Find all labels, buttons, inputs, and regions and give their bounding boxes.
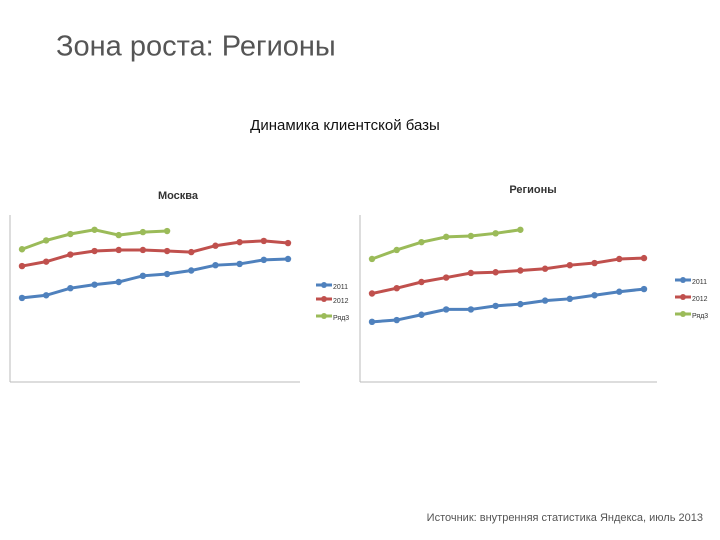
data-point <box>591 259 598 267</box>
data-point <box>67 230 74 238</box>
slide-title: Зона роста: Регионы <box>56 31 336 63</box>
legend-marker <box>680 294 686 300</box>
legend-marker <box>680 277 686 283</box>
data-point <box>236 238 243 246</box>
chart-title: Регионы <box>509 184 556 196</box>
data-point <box>393 284 400 292</box>
data-point <box>115 231 122 239</box>
legend-label: 2012 <box>333 298 349 305</box>
chart-title: Москва <box>158 190 199 202</box>
data-point <box>163 227 171 235</box>
data-point <box>91 281 98 288</box>
data-point <box>284 255 292 263</box>
legend-label: Ряд3 <box>333 315 349 322</box>
legend-label: 2012 <box>692 296 708 303</box>
data-point <box>139 246 147 254</box>
data-point <box>492 269 499 276</box>
data-point <box>418 238 425 246</box>
data-point <box>139 228 147 236</box>
data-point <box>467 269 475 277</box>
data-point <box>42 258 50 265</box>
series-line <box>21 239 289 268</box>
data-point <box>212 261 219 269</box>
data-point <box>566 295 574 303</box>
data-point <box>67 284 74 292</box>
data-point <box>393 316 400 324</box>
data-point <box>67 251 74 258</box>
data-point <box>91 247 98 255</box>
data-point <box>442 274 450 281</box>
data-point <box>640 254 648 262</box>
data-point <box>368 255 376 263</box>
data-point <box>18 246 26 253</box>
data-point <box>467 232 475 240</box>
data-point <box>115 278 122 286</box>
legend-label: Ряд3 <box>692 313 708 320</box>
legend-marker <box>321 313 327 319</box>
data-point <box>393 246 400 254</box>
data-point <box>139 272 147 279</box>
source: Источник: внутренняя статистика Яндекса,… <box>427 512 703 524</box>
data-point <box>212 242 219 249</box>
data-point <box>517 300 524 308</box>
data-point <box>418 311 425 318</box>
data-point <box>442 306 450 313</box>
data-point <box>284 239 292 247</box>
legend-marker <box>321 296 327 302</box>
data-point <box>467 306 475 313</box>
data-point <box>368 318 376 326</box>
data-point <box>42 292 50 299</box>
data-point <box>115 246 122 254</box>
series-line <box>371 287 645 324</box>
data-point <box>517 226 524 233</box>
data-point <box>566 261 574 269</box>
data-point <box>591 292 598 299</box>
data-point <box>492 302 499 310</box>
data-point <box>163 247 171 255</box>
data-point <box>640 285 648 293</box>
data-point <box>18 294 26 302</box>
data-point <box>188 267 195 274</box>
data-point <box>163 270 171 278</box>
data-point <box>616 255 623 263</box>
legend-label: 2011 <box>333 284 348 291</box>
data-point <box>91 226 98 233</box>
data-point <box>418 278 425 286</box>
data-point <box>188 248 195 256</box>
series-line <box>371 256 645 295</box>
data-point <box>42 237 50 244</box>
data-point <box>260 237 268 245</box>
data-point <box>18 262 26 270</box>
legend-marker <box>680 311 686 317</box>
data-point <box>260 256 268 264</box>
heading: Динамика клиентской базы <box>250 117 440 134</box>
data-point <box>616 288 623 295</box>
data-point <box>541 265 549 272</box>
series-line <box>21 257 289 300</box>
data-point <box>236 260 243 268</box>
data-point <box>442 233 450 241</box>
data-point <box>517 267 524 274</box>
data-point <box>492 230 499 237</box>
legend-marker <box>321 282 327 288</box>
legend-label: 2011 <box>692 279 707 286</box>
data-point <box>368 290 376 297</box>
data-point <box>541 297 549 304</box>
